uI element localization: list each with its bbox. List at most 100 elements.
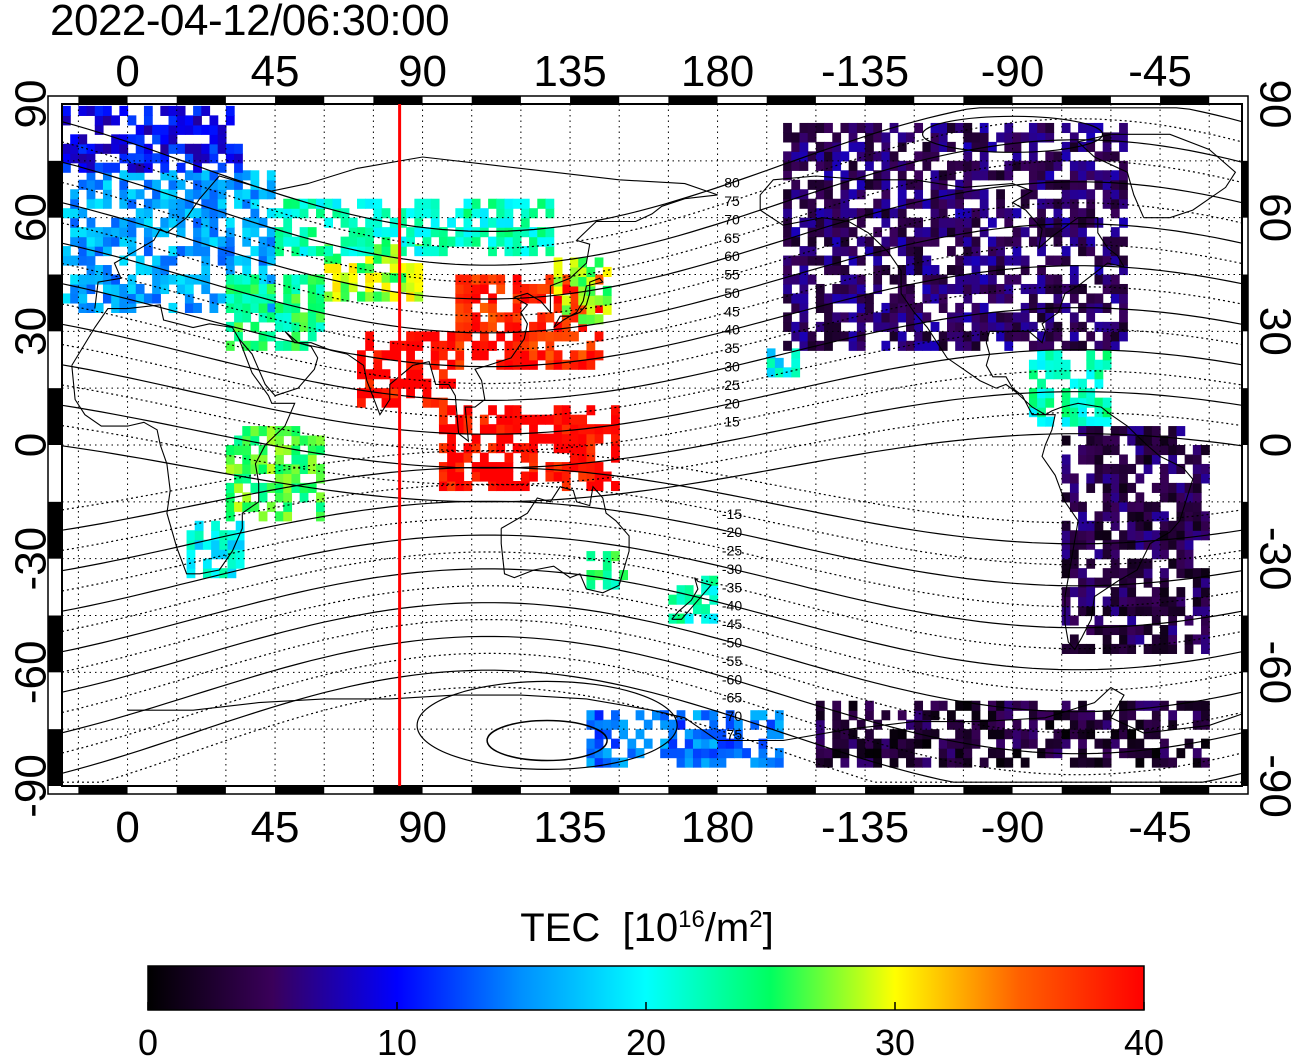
tec-cell <box>242 274 252 285</box>
tec-cell <box>1110 283 1120 295</box>
tec-cell <box>815 757 825 768</box>
y-tick-label-right: -60 <box>1250 641 1294 705</box>
tec-cell <box>70 283 79 295</box>
tec-cell <box>881 189 891 200</box>
tec-cell <box>1127 748 1137 759</box>
tec-cell <box>1053 198 1063 209</box>
tec-cell <box>176 162 186 173</box>
tec-cell <box>193 179 202 190</box>
tec-cell <box>594 471 604 482</box>
tec-cell <box>1086 312 1096 323</box>
tec-cell <box>1094 757 1104 768</box>
tec-cell <box>1037 397 1046 408</box>
tec-cell <box>1110 435 1120 446</box>
tec-cell <box>414 246 424 257</box>
tec-cell <box>602 579 612 590</box>
tec-region-south-africa <box>186 520 245 579</box>
tec-cell <box>1102 350 1112 361</box>
tec-cell <box>873 719 883 730</box>
tec-cell <box>1061 227 1071 238</box>
tec-cell <box>881 208 891 219</box>
tec-cell <box>1143 729 1153 740</box>
tec-cell <box>1069 549 1079 560</box>
tec-cell <box>463 283 473 295</box>
tec-cell <box>545 331 555 342</box>
tec-cell <box>299 482 309 493</box>
tec-cell <box>70 143 79 154</box>
tec-cell <box>1160 492 1169 503</box>
tec-cell <box>1037 416 1046 427</box>
tec-cell <box>881 141 891 152</box>
tec-cell <box>1086 132 1096 143</box>
tec-cell <box>873 170 883 181</box>
tec-cell <box>307 227 317 238</box>
tec-cell <box>283 302 293 313</box>
tec-cell <box>1069 568 1079 579</box>
tec-cell <box>1045 710 1055 721</box>
tec-cell <box>840 283 850 295</box>
tec-cell <box>709 719 719 730</box>
tec-cell <box>1160 748 1169 759</box>
tec-cell <box>373 244 383 255</box>
tec-cell <box>234 189 243 200</box>
tec-cell <box>520 359 530 370</box>
tec-cell <box>930 170 940 181</box>
tec-cell <box>194 520 204 531</box>
colorbar-tick-label: 40 <box>1124 1022 1164 1057</box>
tec-cell <box>463 217 473 228</box>
tec-cell <box>1184 520 1194 531</box>
tec-cell <box>1028 151 1038 162</box>
tec-cell <box>406 378 415 389</box>
tec-cell <box>1061 530 1071 541</box>
tec-cell <box>1086 189 1096 200</box>
tec-cell <box>947 283 956 295</box>
mlat-contour <box>61 483 1243 566</box>
tec-cell <box>938 302 948 313</box>
tec-cell <box>602 304 612 315</box>
tec-cell <box>1078 710 1087 721</box>
tec-cell <box>78 236 88 247</box>
tec-cell <box>201 124 211 135</box>
frame-bar-left <box>48 274 62 332</box>
tec-cell <box>340 217 350 228</box>
tec-cell <box>947 265 956 276</box>
tec-cell <box>258 454 268 465</box>
tec-cell <box>463 424 473 435</box>
tec-cell <box>143 246 153 257</box>
tec-cell <box>848 700 858 711</box>
tec-cell <box>545 236 555 247</box>
x-tick-label-bottom: 45 <box>251 803 300 852</box>
tec-cell <box>906 757 915 768</box>
tec-cell <box>225 265 235 276</box>
tec-cell <box>86 189 96 200</box>
x-tick-label-bottom: 180 <box>681 803 754 852</box>
tec-cell <box>979 189 989 200</box>
tec-cell <box>235 549 245 560</box>
tec-cell <box>225 217 235 228</box>
tec-cell <box>235 520 245 531</box>
tec-cell <box>471 340 481 351</box>
tec-cell <box>537 198 547 209</box>
tec-cell <box>1086 596 1096 607</box>
tec-cell <box>840 293 850 304</box>
y-tick-label-left: -90 <box>7 754 56 818</box>
tec-cell <box>840 208 850 219</box>
tec-cell <box>1176 520 1186 531</box>
tec-cell <box>1086 435 1096 446</box>
tec-cell <box>479 283 489 295</box>
tec-cell <box>930 729 940 740</box>
tec-cell <box>201 208 211 219</box>
tec-cell <box>1061 141 1071 152</box>
tec-cell <box>488 312 497 323</box>
tec-cell <box>758 757 768 768</box>
tec-cell <box>1061 122 1071 134</box>
tec-cell <box>86 105 96 116</box>
tec-cell <box>881 151 891 162</box>
tec-cell <box>1143 463 1153 475</box>
tec-cell <box>922 283 932 295</box>
frame-bar-bottom <box>570 786 620 794</box>
tec-cell <box>1086 160 1096 171</box>
tec-cell <box>1119 643 1128 654</box>
tec-cell <box>1168 634 1178 645</box>
tec-cell <box>824 141 833 152</box>
